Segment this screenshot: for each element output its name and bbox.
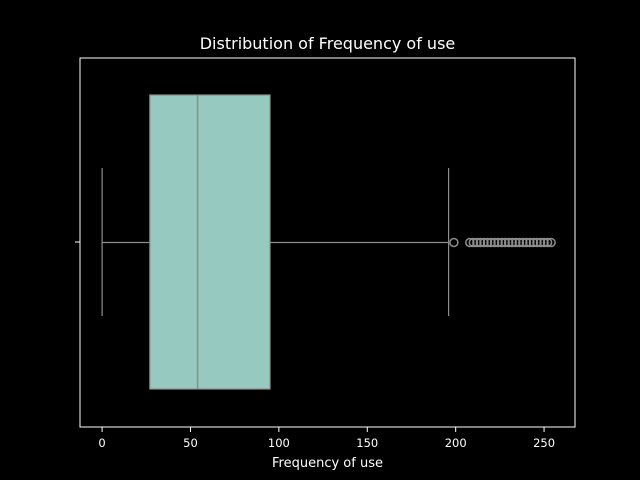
outlier-point [479, 237, 489, 248]
outlier-point [475, 237, 486, 248]
outlier-point [482, 237, 493, 248]
chart-title: Distribution of Frequency of use [200, 34, 456, 53]
outlier-point [472, 237, 482, 248]
outlier-point [493, 237, 503, 248]
outlier-point [468, 237, 479, 248]
outlier-point [521, 237, 532, 248]
outlier-point [546, 237, 556, 248]
outlier-point [528, 237, 539, 248]
outlier-point [539, 237, 549, 248]
outlier-point [500, 237, 510, 248]
outlier-point [489, 237, 500, 248]
outlier-point [511, 237, 521, 248]
x-tick-label: 0 [98, 436, 105, 450]
x-tick-label: 100 [268, 436, 290, 450]
outlier-point [465, 237, 475, 248]
x-axis-label: Frequency of use [272, 456, 383, 471]
outlier-point [535, 237, 546, 248]
x-axis: 0 50 100 150 200 250 [98, 427, 555, 450]
outlier-point [542, 237, 553, 248]
outlier-point [486, 237, 496, 248]
x-tick-label: 150 [356, 436, 378, 450]
outlier-point [514, 237, 525, 248]
outlier-point [503, 237, 514, 248]
outlier-point [496, 237, 507, 248]
x-tick-label: 50 [183, 436, 198, 450]
outlier-point [507, 237, 517, 248]
outlier-point [518, 237, 528, 248]
x-tick-label: 200 [445, 436, 467, 450]
iqr-box [149, 94, 271, 390]
chart-marks [101, 94, 556, 390]
x-tick-label: 250 [533, 436, 555, 450]
outlier-point [449, 237, 459, 248]
outlier-point [525, 237, 535, 248]
outlier-point [532, 237, 542, 248]
